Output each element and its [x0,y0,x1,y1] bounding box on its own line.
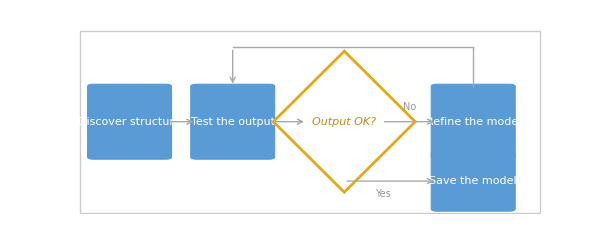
Text: Save the model: Save the model [430,176,517,186]
Text: Output OK?: Output OK? [312,117,376,127]
FancyBboxPatch shape [191,84,275,159]
Polygon shape [273,51,415,192]
Text: Test the output: Test the output [191,117,275,127]
Text: Refine the model: Refine the model [425,117,521,127]
FancyBboxPatch shape [88,84,171,159]
Text: No: No [403,102,416,112]
FancyBboxPatch shape [431,84,515,159]
FancyBboxPatch shape [431,151,515,211]
Text: Discover structure: Discover structure [78,117,181,127]
Text: Yes: Yes [374,189,390,200]
